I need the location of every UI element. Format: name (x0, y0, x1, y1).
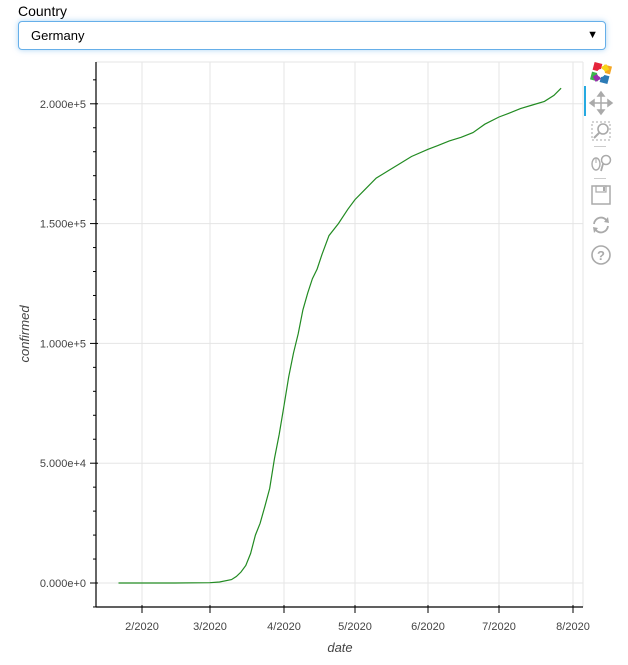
y-axis-tick-labels: 0.000e+0 5.000e+4 1.000e+5 1.500e+5 2.000e+5 (40, 99, 86, 590)
y-axis-title: confirmed (17, 305, 32, 363)
x-axis-title: date (327, 640, 352, 655)
svg-text:3/2020: 3/2020 (193, 621, 227, 633)
reset-icon[interactable] (588, 212, 614, 238)
svg-text:7/2020: 7/2020 (482, 621, 516, 633)
grid-lines (96, 61, 584, 607)
svg-text:?: ? (597, 248, 605, 263)
chevron-down-icon: ▼ (587, 29, 598, 41)
country-select-value: Germany (31, 28, 85, 43)
box-zoom-icon[interactable] (588, 118, 614, 144)
toolbar-separator (594, 146, 606, 147)
svg-text:6/2020: 6/2020 (411, 621, 445, 633)
x-axis-tick-labels: 2/2020 3/2020 4/2020 5/2020 6/2020 7/2020 8/20… (125, 621, 590, 633)
wheel-zoom-icon[interactable] (588, 150, 614, 176)
svg-text:1.500e+5: 1.500e+5 (40, 219, 86, 231)
svg-text:1.000e+5: 1.000e+5 (40, 338, 86, 350)
svg-text:2/2020: 2/2020 (125, 621, 159, 633)
axes (90, 62, 583, 613)
toolbar-separator (594, 178, 606, 179)
svg-text:4/2020: 4/2020 (267, 621, 301, 633)
confirmed-series-line (118, 87, 562, 584)
country-label: Country (18, 3, 68, 19)
save-icon[interactable] (588, 182, 614, 208)
svg-text:2.000e+5: 2.000e+5 (40, 99, 86, 111)
active-tool-indicator (584, 86, 586, 116)
svg-text:5/2020: 5/2020 (338, 621, 372, 633)
country-select[interactable]: Germany ▼ (18, 21, 606, 50)
svg-text:8/2020: 8/2020 (556, 621, 590, 633)
help-icon[interactable]: ? (588, 242, 614, 268)
bokeh-logo-icon[interactable] (588, 60, 614, 86)
pan-icon[interactable] (588, 90, 614, 116)
svg-text:5.000e+4: 5.000e+4 (40, 458, 86, 470)
svg-text:0.000e+0: 0.000e+0 (40, 578, 86, 590)
